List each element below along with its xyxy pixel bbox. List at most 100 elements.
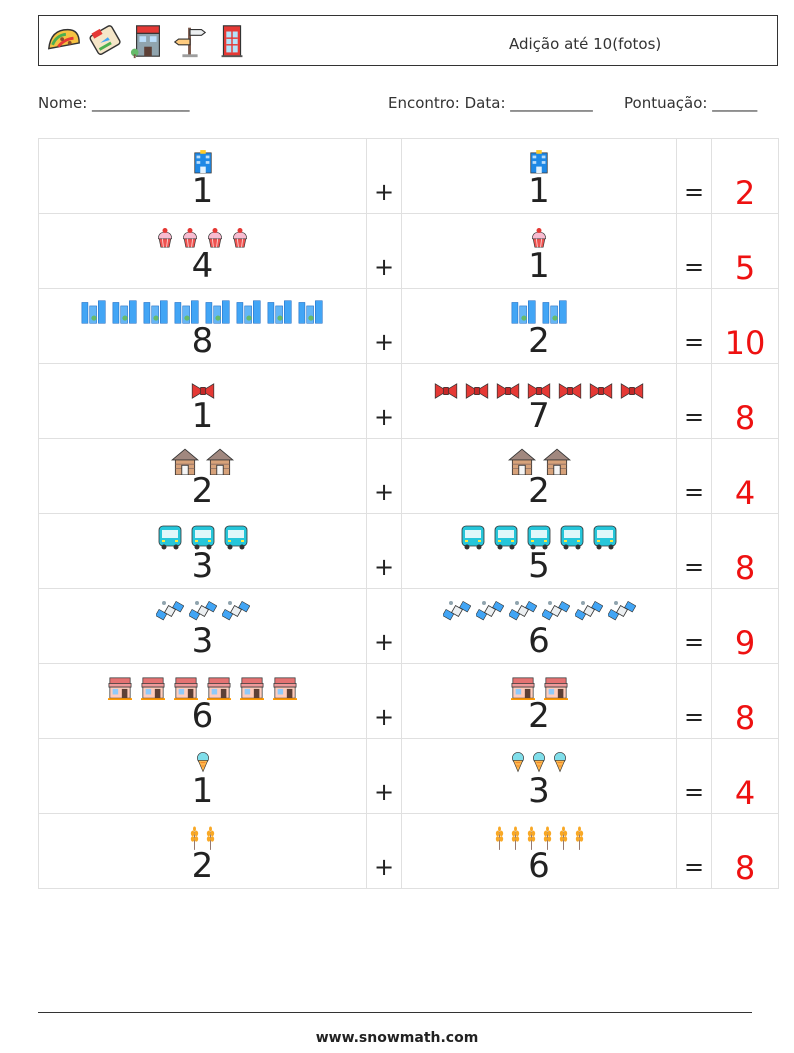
problem-row: 6 +2 = 8 <box>38 663 779 739</box>
addend-a-cell: 1 <box>38 138 367 214</box>
plus-cell: + <box>366 513 402 589</box>
answer-cell: 8 <box>711 813 779 889</box>
taco-icon <box>47 28 80 50</box>
plus-cell: + <box>366 588 402 664</box>
equals-cell: = <box>676 363 712 439</box>
equals-cell: = <box>676 438 712 514</box>
worksheet-title: Adição até 10(fotos) <box>509 35 662 53</box>
equals-sign: = <box>683 328 705 356</box>
addend-a-number: 1 <box>191 171 214 211</box>
plus-cell: + <box>366 363 402 439</box>
equals-sign: = <box>683 403 705 431</box>
equals-cell: = <box>676 513 712 589</box>
plus-sign: + <box>373 703 395 731</box>
plus-sign: + <box>373 553 395 581</box>
answer-value: 8 <box>734 699 756 737</box>
equals-sign: = <box>683 553 705 581</box>
plus-sign: + <box>373 328 395 356</box>
addend-a-cell: 8 <box>38 288 367 364</box>
signpost-icon <box>173 27 207 58</box>
answer-cell: 4 <box>711 738 779 814</box>
addend-a-cell: 1 <box>38 738 367 814</box>
plus-cell: + <box>366 288 402 364</box>
equals-cell: = <box>676 813 712 889</box>
addend-a-cell: 2 <box>38 438 367 514</box>
equals-sign: = <box>683 178 705 206</box>
addend-a-number: 4 <box>191 246 214 286</box>
equals-cell: = <box>676 663 712 739</box>
addend-b-number: 7 <box>528 396 550 436</box>
answer-value: 9 <box>734 624 756 662</box>
problem-row: 8 +2 = 10 <box>38 288 779 364</box>
addend-b-cell: 3 <box>401 738 677 814</box>
worksheet-header: Adição até 10(fotos) <box>38 15 778 66</box>
plus-sign: + <box>373 403 395 431</box>
addend-a-cell: 1 <box>38 363 367 439</box>
equals-cell: = <box>676 288 712 364</box>
addend-a-number: 6 <box>191 696 214 736</box>
addend-a-number: 3 <box>191 546 214 586</box>
plus-cell: + <box>366 138 402 214</box>
addend-b-number: 2 <box>528 696 550 736</box>
plus-sign: + <box>373 253 395 281</box>
answer-value: 8 <box>734 849 756 887</box>
addend-b-cell: 6 <box>401 813 677 889</box>
plus-sign: + <box>373 778 395 806</box>
equals-sign: = <box>683 628 705 656</box>
plus-cell: + <box>366 813 402 889</box>
addend-b-number: 5 <box>528 546 550 586</box>
addend-b-cell: 1 <box>401 213 677 289</box>
phone-booth-icon <box>221 25 243 58</box>
addend-b-number: 1 <box>528 246 550 286</box>
answer-value: 4 <box>734 774 756 812</box>
answer-value: 5 <box>734 249 756 287</box>
score-label: Pontuação: ______ <box>624 94 758 112</box>
addend-b-number: 2 <box>528 321 550 361</box>
problem-row: 3 +5 = 8 <box>38 513 779 589</box>
problem-row: 4 +1 = 5 <box>38 213 779 289</box>
plus-cell: + <box>366 663 402 739</box>
addend-b-cell: 2 <box>401 663 677 739</box>
footer-divider <box>38 1012 752 1013</box>
addend-a-number: 2 <box>191 846 214 886</box>
footer-website: www.snowmath.com <box>315 1030 479 1046</box>
equals-sign: = <box>683 703 705 731</box>
problem-row: 2 +2 = 4 <box>38 438 779 514</box>
problem-row: 1 +1 = 2 <box>38 138 779 214</box>
header-icons <box>45 20 251 62</box>
answer-cell: 8 <box>711 363 779 439</box>
plus-sign: + <box>373 178 395 206</box>
addend-a-cell: 3 <box>38 513 367 589</box>
addend-b-cell: 6 <box>401 588 677 664</box>
plus-cell: + <box>366 438 402 514</box>
equals-sign: = <box>683 478 705 506</box>
equals-cell: = <box>676 588 712 664</box>
equals-cell: = <box>676 738 712 814</box>
plus-sign: + <box>373 628 395 656</box>
problem-row: 1 +7 = 8 <box>38 363 779 439</box>
addend-b-number: 6 <box>528 621 550 661</box>
addend-a-number: 1 <box>191 396 214 436</box>
answer-cell: 10 <box>711 288 779 364</box>
addend-a-cell: 6 <box>38 663 367 739</box>
equals-sign: = <box>683 778 705 806</box>
addend-a-number: 8 <box>191 321 214 361</box>
equals-cell: = <box>676 138 712 214</box>
answer-cell: 2 <box>711 138 779 214</box>
name-field-label: Nome: _____________ <box>38 94 190 112</box>
addend-b-cell: 7 <box>401 363 677 439</box>
addend-b-cell: 2 <box>401 288 677 364</box>
addend-a-cell: 4 <box>38 213 367 289</box>
addend-b-cell: 1 <box>401 138 677 214</box>
addend-b-cell: 2 <box>401 438 677 514</box>
plus-cell: + <box>366 738 402 814</box>
problem-row: 1 +3 = 4 <box>38 738 779 814</box>
answer-cell: 8 <box>711 513 779 589</box>
addend-a-cell: 2 <box>38 813 367 889</box>
addition-table: 1 +1 = 2 4 +1 = 5 8 +2 = 10 1 +7 = 8 2 +2 = 4 3 +5 = 8 3 +6 = 9 6 +2 =… <box>38 138 779 889</box>
equals-sign: = <box>683 253 705 281</box>
addend-a-number: 2 <box>191 471 214 511</box>
travel-ticket-icon <box>89 25 121 55</box>
plus-sign: + <box>373 853 395 881</box>
answer-value: 4 <box>734 474 756 512</box>
